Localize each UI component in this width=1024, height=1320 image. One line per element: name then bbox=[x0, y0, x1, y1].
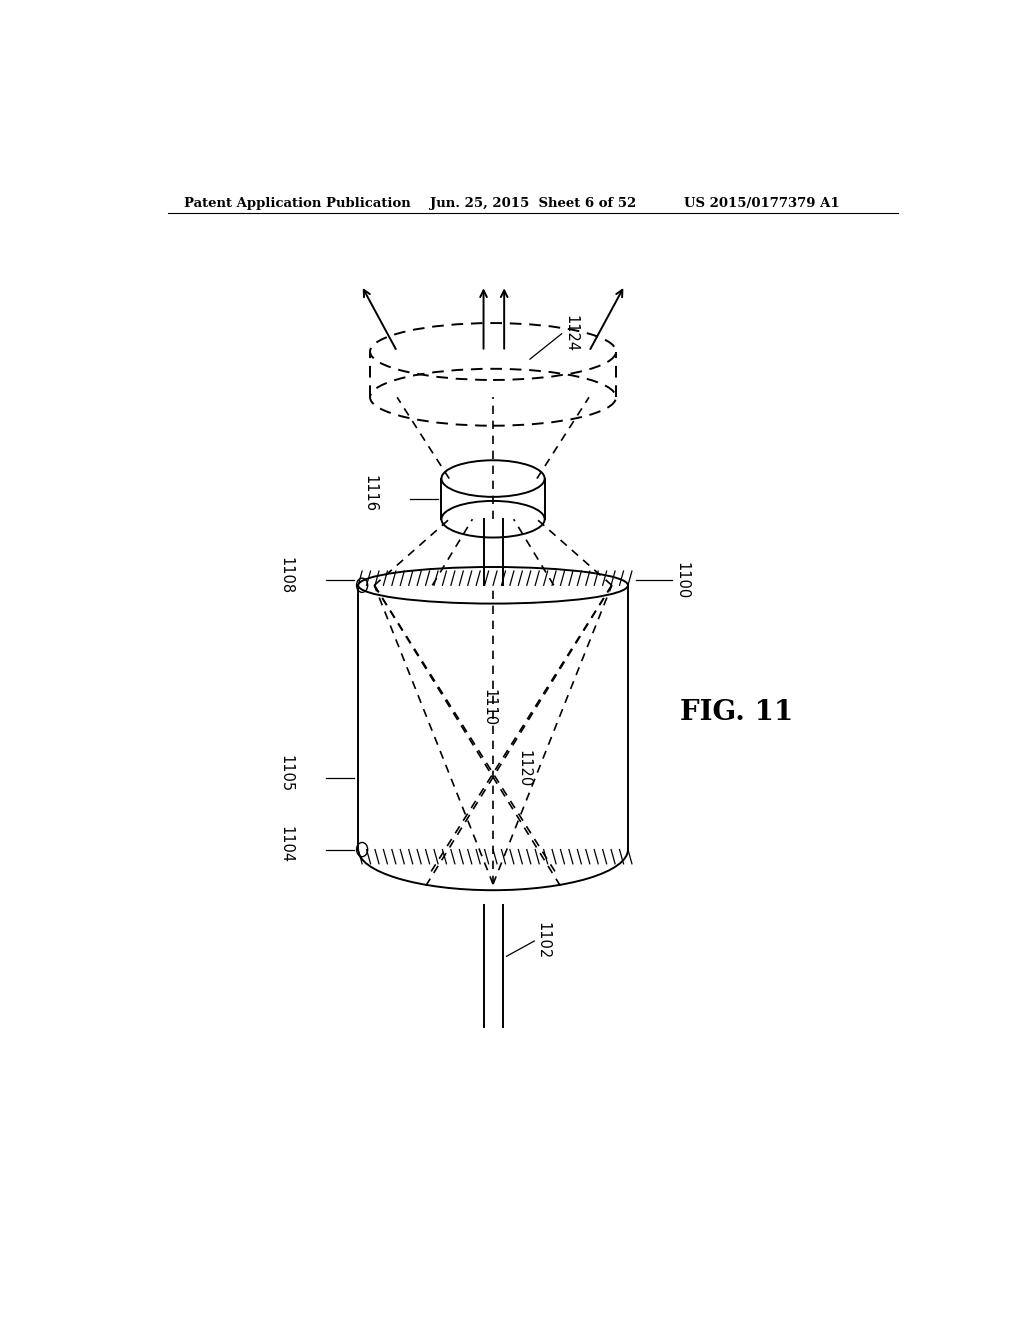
Text: 1108: 1108 bbox=[279, 557, 294, 594]
Text: 1100: 1100 bbox=[674, 561, 689, 599]
Text: 1104: 1104 bbox=[279, 826, 294, 863]
Text: FIG. 11: FIG. 11 bbox=[680, 698, 793, 726]
Text: 1116: 1116 bbox=[362, 475, 377, 512]
Text: 1105: 1105 bbox=[279, 755, 294, 792]
Text: 1120: 1120 bbox=[517, 750, 531, 787]
Text: Jun. 25, 2015  Sheet 6 of 52: Jun. 25, 2015 Sheet 6 of 52 bbox=[430, 197, 636, 210]
Text: 1124: 1124 bbox=[563, 315, 579, 352]
Text: Patent Application Publication: Patent Application Publication bbox=[183, 197, 411, 210]
Text: 1102: 1102 bbox=[536, 923, 551, 960]
Text: US 2015/0177379 A1: US 2015/0177379 A1 bbox=[684, 197, 839, 210]
Text: 1110: 1110 bbox=[481, 689, 497, 726]
